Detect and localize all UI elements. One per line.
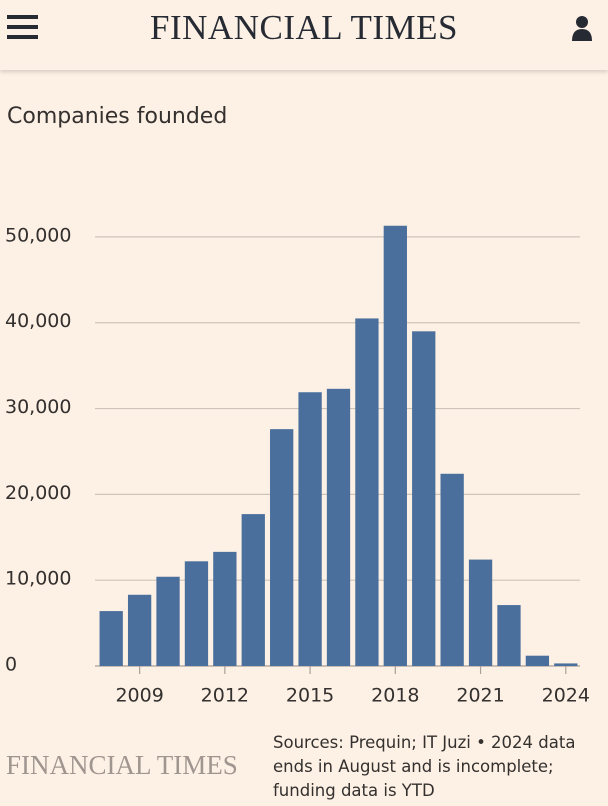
x-tick-label: 2021 bbox=[456, 685, 504, 707]
y-tick-label: 10,000 bbox=[5, 568, 71, 590]
x-tick-label: 2024 bbox=[542, 685, 590, 707]
bar bbox=[326, 388, 351, 666]
bar bbox=[412, 331, 436, 666]
bar bbox=[497, 605, 521, 666]
bar bbox=[440, 473, 464, 666]
bar bbox=[127, 594, 152, 666]
header-icons bbox=[7, 15, 592, 41]
y-tick-label: 40,000 bbox=[5, 310, 71, 332]
x-tick-label: 2018 bbox=[371, 685, 419, 707]
bar bbox=[270, 429, 294, 666]
account-head bbox=[576, 16, 588, 28]
x-tick-label: 2009 bbox=[115, 685, 163, 707]
y-tick-label: 20,000 bbox=[5, 482, 71, 504]
y-tick-label: 30,000 bbox=[5, 396, 71, 418]
bar bbox=[355, 318, 379, 666]
bar bbox=[298, 392, 322, 666]
account-button[interactable] bbox=[572, 16, 592, 41]
menu-button[interactable] bbox=[7, 15, 38, 39]
account-body bbox=[572, 29, 592, 41]
y-tick-label: 0 bbox=[5, 654, 17, 676]
x-tick-label: 2012 bbox=[201, 685, 249, 707]
bar bbox=[213, 551, 237, 666]
chart-title: Companies founded bbox=[7, 104, 228, 129]
bar bbox=[383, 225, 407, 666]
bar bbox=[156, 576, 180, 666]
footer-logo: FINANCIAL TIMES bbox=[6, 750, 238, 780]
site-title[interactable]: FINANCIAL TIMES bbox=[150, 8, 458, 47]
menu-bar bbox=[7, 15, 38, 19]
x-tick-label: 2015 bbox=[286, 685, 334, 707]
bar bbox=[468, 559, 493, 666]
source-note: Sources: Prequin; IT Juzi • 2024 data en… bbox=[273, 733, 576, 800]
bar bbox=[99, 611, 123, 666]
bar bbox=[241, 514, 265, 666]
menu-bar bbox=[7, 35, 38, 39]
y-tick-label: 50,000 bbox=[5, 224, 71, 246]
header: FINANCIAL TIMES bbox=[0, 0, 608, 70]
bar bbox=[554, 663, 578, 666]
bar bbox=[184, 561, 209, 666]
menu-bar bbox=[7, 25, 38, 29]
bar bbox=[525, 655, 550, 666]
chart: 0 10,000 20,000 30,000 40,000 50,000 2009 2012 2… bbox=[5, 224, 590, 707]
